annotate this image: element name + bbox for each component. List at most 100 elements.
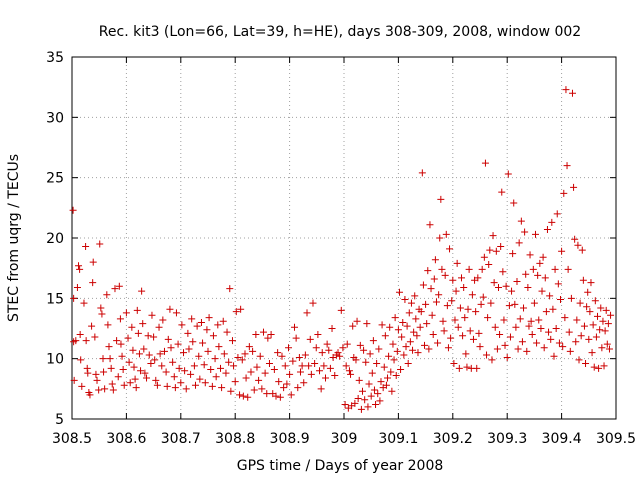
data-point	[78, 382, 86, 390]
data-point	[108, 380, 116, 388]
data-point	[69, 206, 77, 214]
data-point	[181, 367, 189, 375]
data-point	[290, 323, 298, 331]
data-point	[431, 256, 439, 264]
data-point	[542, 308, 550, 316]
data-point	[391, 314, 399, 322]
x-tick-label: 309.3	[487, 431, 527, 447]
data-point	[404, 359, 412, 367]
data-point	[104, 321, 112, 329]
data-point	[76, 265, 84, 273]
data-point	[250, 386, 258, 394]
data-point	[421, 341, 429, 349]
data-point	[592, 333, 600, 341]
data-point	[441, 271, 449, 279]
data-point	[477, 300, 485, 308]
data-point	[253, 363, 261, 371]
data-point	[226, 285, 234, 293]
data-point	[594, 312, 602, 320]
data-point	[424, 267, 432, 275]
x-tick-label: 309.5	[596, 431, 636, 447]
data-point	[191, 381, 199, 389]
data-point	[141, 369, 149, 377]
data-point	[177, 379, 185, 387]
x-tick-label: 308.5	[52, 431, 92, 447]
data-point	[452, 287, 460, 295]
data-point	[247, 368, 255, 376]
data-point	[211, 355, 219, 363]
data-point	[580, 322, 588, 330]
data-point	[148, 311, 156, 319]
data-point	[453, 259, 461, 267]
data-point	[351, 399, 359, 407]
data-point	[416, 323, 424, 331]
data-point	[509, 250, 517, 258]
data-point	[73, 283, 81, 291]
data-point	[567, 294, 575, 302]
data-point	[605, 345, 613, 353]
data-point	[362, 358, 370, 366]
data-point	[258, 385, 266, 393]
data-point	[323, 340, 331, 348]
data-point	[579, 276, 587, 284]
data-point	[575, 356, 583, 364]
data-point	[209, 332, 217, 340]
data-point	[548, 218, 556, 226]
data-point	[347, 370, 355, 378]
data-point	[427, 285, 435, 293]
chart-title: Rec. kit3 (Lon=66, Lat=39, h=HE), days 3…	[99, 24, 581, 40]
data-point	[454, 323, 462, 331]
data-point	[437, 195, 445, 203]
data-point	[372, 401, 380, 409]
data-point	[223, 328, 231, 336]
x-tick-label: 308.8	[215, 431, 255, 447]
data-point	[167, 344, 175, 352]
data-point	[234, 353, 242, 361]
data-point	[203, 326, 211, 334]
data-point	[511, 300, 519, 308]
data-point	[393, 347, 401, 355]
data-point	[526, 251, 534, 259]
data-point	[462, 350, 470, 358]
data-point	[582, 359, 590, 367]
x-tick-label: 308.9	[270, 431, 310, 447]
data-point	[368, 369, 376, 377]
data-point	[205, 314, 213, 322]
data-point	[485, 261, 493, 269]
data-point	[200, 361, 208, 369]
data-point	[385, 352, 393, 360]
data-point	[463, 363, 471, 371]
data-point	[125, 358, 133, 366]
data-point	[208, 382, 216, 390]
data-point	[132, 384, 140, 392]
data-point	[378, 321, 386, 329]
data-point	[366, 350, 374, 358]
data-point	[603, 340, 611, 348]
data-point	[334, 349, 342, 357]
data-point	[504, 170, 512, 178]
data-point	[218, 384, 226, 392]
data-point	[468, 291, 476, 299]
data-point	[245, 343, 253, 351]
data-point	[214, 321, 222, 329]
data-point	[147, 359, 155, 367]
data-point	[498, 188, 506, 196]
data-point	[435, 291, 443, 299]
data-point	[489, 232, 497, 240]
data-point	[70, 294, 78, 302]
data-point	[355, 376, 363, 384]
data-point	[231, 378, 239, 386]
y-tick-label: 15	[46, 291, 64, 307]
data-point	[174, 340, 182, 348]
data-point	[414, 349, 422, 357]
data-point	[160, 347, 168, 355]
data-point	[497, 242, 505, 250]
data-point	[105, 343, 113, 351]
data-point	[539, 253, 547, 261]
data-point	[303, 309, 311, 317]
data-point	[261, 369, 269, 377]
data-point	[412, 315, 420, 323]
data-point	[133, 306, 141, 314]
data-point	[166, 305, 174, 313]
